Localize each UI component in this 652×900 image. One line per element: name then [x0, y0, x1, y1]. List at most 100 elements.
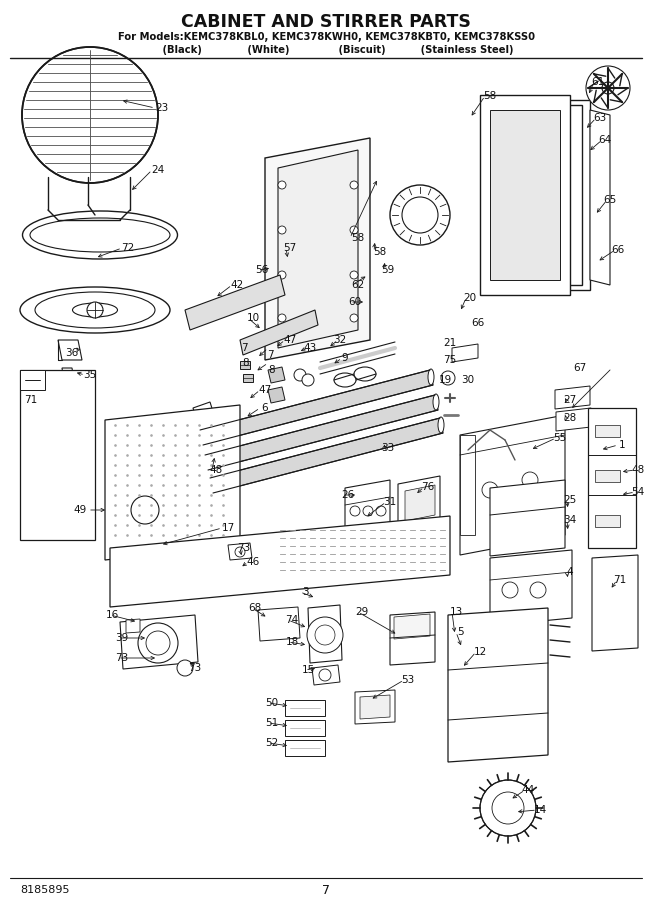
Text: 58: 58 [374, 247, 387, 257]
Text: 56: 56 [256, 265, 269, 275]
Polygon shape [58, 340, 82, 360]
Text: 50: 50 [265, 698, 278, 708]
Text: 57: 57 [284, 243, 297, 253]
Text: 7: 7 [241, 343, 247, 353]
Ellipse shape [72, 303, 117, 317]
Circle shape [278, 226, 286, 234]
Circle shape [350, 181, 358, 189]
Text: 76: 76 [421, 482, 435, 492]
Polygon shape [588, 408, 636, 548]
Ellipse shape [35, 292, 155, 328]
Circle shape [235, 547, 245, 557]
Circle shape [138, 623, 178, 663]
Text: 13: 13 [449, 607, 463, 617]
Text: 61: 61 [591, 77, 604, 87]
Circle shape [602, 82, 614, 94]
Polygon shape [452, 344, 478, 362]
Text: 68: 68 [248, 603, 261, 613]
Polygon shape [505, 100, 590, 290]
Polygon shape [200, 370, 433, 445]
Text: 47: 47 [258, 385, 272, 395]
Text: 8: 8 [269, 365, 275, 375]
Circle shape [390, 185, 450, 245]
Text: 36: 36 [65, 348, 79, 358]
Text: 7: 7 [267, 350, 273, 360]
Polygon shape [243, 374, 253, 382]
Circle shape [363, 506, 373, 516]
Text: 54: 54 [631, 487, 645, 497]
Text: 18: 18 [286, 637, 299, 647]
Text: 10: 10 [246, 313, 259, 323]
Polygon shape [480, 95, 570, 295]
Text: 67: 67 [573, 363, 587, 373]
Text: 15: 15 [301, 665, 315, 675]
Polygon shape [490, 110, 560, 280]
Text: 26: 26 [342, 490, 355, 500]
Circle shape [492, 792, 524, 824]
Circle shape [520, 185, 530, 195]
Text: For Models:KEMC378KBL0, KEMC378KWH0, KEMC378KBT0, KEMC378KSS0: For Models:KEMC378KBL0, KEMC378KWH0, KEM… [117, 32, 535, 42]
Polygon shape [405, 485, 435, 521]
Text: 48: 48 [631, 465, 645, 475]
Text: 42: 42 [230, 280, 244, 290]
Text: 52: 52 [265, 738, 278, 748]
Text: (Black)             (White)              (Biscuit)          (Stainless Steel): (Black) (White) (Biscuit) (Stainless Ste… [138, 45, 514, 55]
Text: 64: 64 [599, 135, 612, 145]
Circle shape [350, 271, 358, 279]
Text: 34: 34 [563, 515, 576, 525]
Polygon shape [185, 275, 285, 330]
Text: 1: 1 [619, 440, 625, 450]
Polygon shape [268, 387, 285, 403]
Polygon shape [126, 619, 140, 633]
Circle shape [315, 625, 335, 645]
Text: 59: 59 [381, 265, 394, 275]
Text: 73: 73 [115, 653, 128, 663]
Polygon shape [592, 555, 638, 651]
Polygon shape [258, 607, 300, 641]
Text: 66: 66 [471, 318, 484, 328]
Polygon shape [205, 395, 438, 470]
Circle shape [278, 181, 286, 189]
Polygon shape [460, 435, 475, 535]
Circle shape [307, 617, 343, 653]
Text: 4: 4 [567, 567, 573, 577]
Circle shape [376, 506, 386, 516]
Polygon shape [285, 700, 325, 716]
Text: 49: 49 [74, 505, 87, 515]
Circle shape [520, 215, 530, 225]
Text: 24: 24 [151, 165, 164, 175]
Circle shape [567, 215, 577, 225]
Polygon shape [308, 605, 342, 663]
Text: 6: 6 [261, 403, 269, 413]
Circle shape [294, 369, 306, 381]
Circle shape [350, 506, 360, 516]
Text: 14: 14 [533, 805, 546, 815]
Circle shape [480, 780, 536, 836]
Ellipse shape [20, 287, 170, 333]
Text: 71: 71 [614, 575, 627, 585]
Text: 74: 74 [286, 615, 299, 625]
Circle shape [567, 185, 577, 195]
Ellipse shape [334, 373, 356, 387]
Polygon shape [394, 614, 430, 639]
Text: 20: 20 [464, 293, 477, 303]
Polygon shape [345, 480, 390, 530]
Text: 55: 55 [554, 433, 567, 443]
Polygon shape [210, 418, 443, 493]
Circle shape [502, 582, 518, 598]
Circle shape [545, 215, 555, 225]
Polygon shape [278, 150, 358, 348]
Circle shape [545, 125, 555, 135]
Ellipse shape [30, 218, 170, 252]
Text: 58: 58 [483, 91, 497, 101]
Text: 9: 9 [342, 353, 348, 363]
Circle shape [278, 271, 286, 279]
Text: 28: 28 [563, 413, 576, 423]
Circle shape [586, 66, 630, 110]
Text: 19: 19 [438, 375, 452, 385]
Text: 58: 58 [351, 233, 364, 243]
Text: 16: 16 [106, 610, 119, 620]
Circle shape [520, 245, 530, 255]
Text: 35: 35 [83, 370, 96, 380]
Text: 48: 48 [209, 465, 222, 475]
